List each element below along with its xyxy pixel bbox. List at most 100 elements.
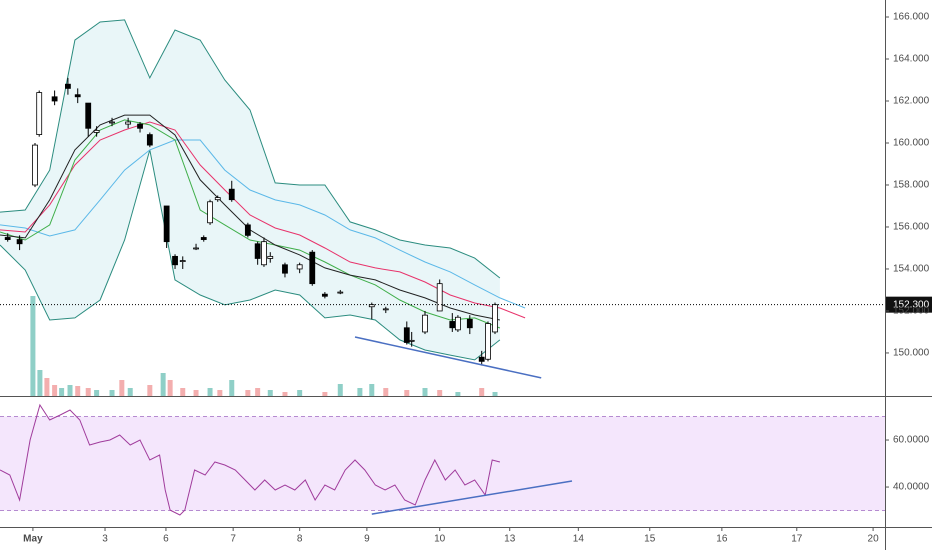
candle-body xyxy=(244,224,251,236)
volume-bar xyxy=(127,388,133,396)
trendline xyxy=(354,336,542,379)
volume-bar xyxy=(383,388,389,396)
candle-body xyxy=(193,247,199,250)
candle-body xyxy=(228,188,235,201)
candle-body xyxy=(455,316,461,331)
volume-bar xyxy=(30,296,36,396)
y-tick-label: 162.000 xyxy=(893,96,930,107)
volume-bar xyxy=(37,370,43,396)
candle-body xyxy=(4,237,11,240)
candle-body xyxy=(321,293,328,297)
x-tick-label: May xyxy=(23,534,43,545)
y-tick-label: 150.000 xyxy=(893,348,930,359)
candle-body xyxy=(51,96,58,102)
y-tick-label: 154.000 xyxy=(893,264,930,275)
volume-bar xyxy=(245,390,251,396)
volume-bar xyxy=(180,388,186,396)
candle-body xyxy=(337,291,344,294)
candle-body xyxy=(16,239,23,245)
candle-body xyxy=(261,241,267,266)
volume-bar xyxy=(357,388,363,396)
y-tick-label: 158.000 xyxy=(893,180,930,191)
volume-bar xyxy=(492,392,498,396)
candle-body xyxy=(207,201,213,224)
volume-bar xyxy=(422,388,428,396)
candle-body xyxy=(485,323,491,360)
y-tick-label: 164.000 xyxy=(893,54,930,65)
volume-bar xyxy=(217,390,223,396)
y-tick-label: 60.0000 xyxy=(893,435,930,446)
volume-bar xyxy=(94,390,100,396)
volume-bar xyxy=(229,380,235,396)
y-tick-label: 166.000 xyxy=(893,12,930,23)
candle-body xyxy=(466,318,473,329)
volume-bar xyxy=(147,385,153,396)
volume-bar xyxy=(67,385,73,396)
x-tick-label: 16 xyxy=(716,534,728,545)
candle-body xyxy=(74,94,81,98)
x-tick-label: 8 xyxy=(297,534,303,545)
volume-bar xyxy=(75,386,81,396)
candle-body xyxy=(163,205,170,243)
candle-body xyxy=(403,327,410,343)
volume-bar xyxy=(282,392,288,396)
candle-body xyxy=(449,321,456,329)
candle-body xyxy=(309,251,316,285)
x-tick-label: 9 xyxy=(364,534,370,545)
volume-bar xyxy=(167,380,173,396)
candle-body xyxy=(382,308,389,311)
volume-bar xyxy=(437,390,443,396)
y-tick-label: 40.0000 xyxy=(893,482,930,493)
trendline xyxy=(371,480,573,515)
x-tick-label: 10 xyxy=(434,534,446,545)
candle-body xyxy=(146,134,153,146)
volume-bar xyxy=(455,392,461,396)
volume-bar xyxy=(255,388,261,396)
candle-body xyxy=(254,243,261,259)
volume-bar xyxy=(193,390,199,396)
indicator-line xyxy=(0,119,501,329)
candle-body xyxy=(85,102,92,129)
y-tick-label: 152.000 xyxy=(893,306,930,317)
volume-bar xyxy=(267,390,273,396)
candle-body xyxy=(172,255,178,266)
rsi-line xyxy=(0,403,501,516)
y-tick-label: 156.000 xyxy=(893,222,930,233)
x-tick-label: 6 xyxy=(163,534,169,545)
volume-bar xyxy=(337,384,343,396)
candle-body xyxy=(296,264,303,270)
volume-bar xyxy=(52,385,58,396)
volume-bar xyxy=(369,384,375,396)
candle-body xyxy=(36,92,43,135)
x-tick-label: 17 xyxy=(791,534,803,545)
volume-bar xyxy=(322,392,328,396)
volume-bar xyxy=(160,373,166,396)
candle-body xyxy=(436,283,443,312)
last-price-label: 152.300 xyxy=(893,299,930,310)
x-tick-label: 14 xyxy=(573,534,585,545)
candle-body xyxy=(125,121,132,125)
x-tick-label: 3 xyxy=(102,534,108,545)
volume-bar xyxy=(44,378,50,396)
x-tick-label: 13 xyxy=(504,534,516,545)
volume-bar xyxy=(109,390,115,396)
y-tick-label: 160.000 xyxy=(893,138,930,149)
x-tick-label: 7 xyxy=(230,534,236,545)
volume-bar xyxy=(479,388,485,396)
candle-body xyxy=(93,129,100,133)
indicator-line xyxy=(0,139,526,309)
volume-bar xyxy=(207,388,213,396)
x-tick-label: 15 xyxy=(644,534,656,545)
volume-bar xyxy=(297,390,303,396)
volume-bar xyxy=(404,390,410,396)
candle-body xyxy=(179,260,186,262)
candle-body xyxy=(368,304,375,308)
candle-body xyxy=(65,83,71,89)
candle-body xyxy=(282,264,288,274)
candle-body xyxy=(408,339,415,342)
x-tick-label: 20 xyxy=(868,534,880,545)
volume-bar xyxy=(119,380,125,396)
candle-body xyxy=(478,356,485,362)
candle-body xyxy=(214,197,221,201)
